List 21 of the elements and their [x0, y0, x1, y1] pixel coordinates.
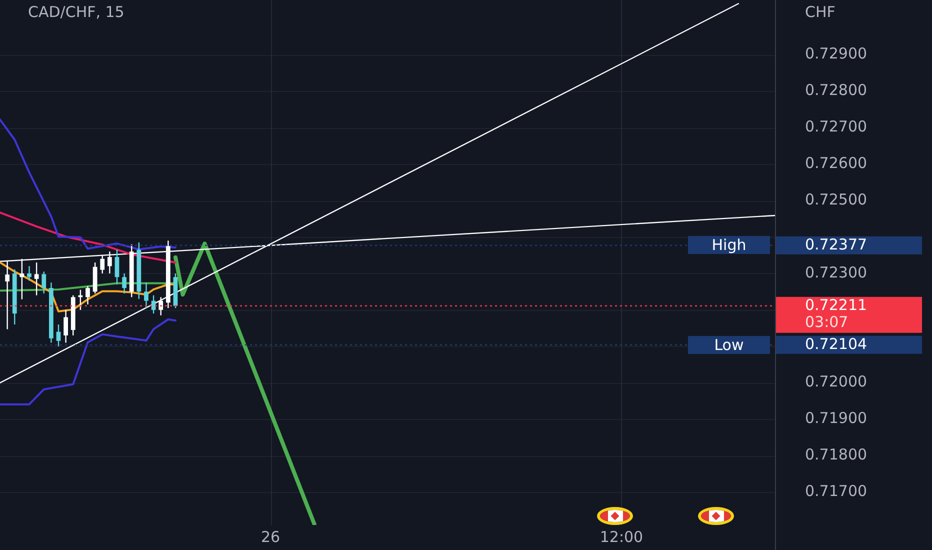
candlestick [27, 266, 32, 281]
text: 0.72377 [805, 235, 868, 254]
y-tick-label: 0.72700 [805, 117, 868, 136]
x-tick-label: 12:00 [600, 528, 644, 546]
y-tick-label: 0.72500 [805, 190, 868, 208]
y-axis-title: CHF [805, 2, 836, 21]
price-tag: High [688, 236, 770, 254]
y-tick-label: 0.72600 [805, 154, 868, 172]
y-tick-label: 0.71700 [805, 482, 868, 500]
y-tick-label: 0.72900 [805, 44, 868, 63]
x-tick-label: 26 [260, 528, 280, 546]
y-tick-label: 0.71900 [805, 409, 868, 428]
price-tag: Low [688, 336, 770, 354]
y-tick-label: 0.71800 [805, 446, 868, 464]
text: 0.72211 [805, 296, 868, 314]
text: 0.72104 [805, 334, 868, 353]
y-tick-label: 0.72800 [805, 81, 868, 100]
chart-title: CAD/CHF, 15 [28, 2, 124, 21]
text: 03:07 [805, 312, 848, 331]
y-tick-label: 0.72000 [805, 372, 868, 391]
y-tick-label: 0.72300 [805, 263, 868, 282]
